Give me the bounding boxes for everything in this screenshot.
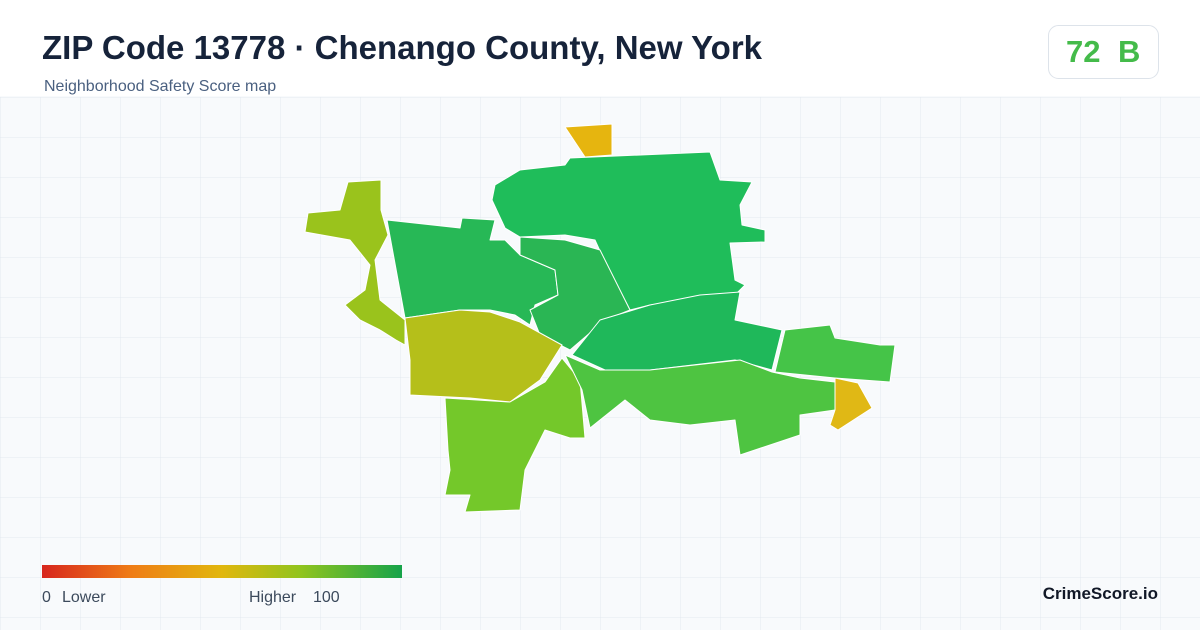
legend-max: 100 [313,589,340,606]
region [564,354,836,456]
legend-gradient [42,565,402,578]
region [829,377,873,431]
score-grade: B [1118,34,1140,69]
region [491,151,766,311]
legend-min-label: Lower [62,589,106,606]
region [444,357,586,513]
legend-min: 0 [42,589,51,606]
map-regions [304,123,896,513]
region [564,123,613,158]
region [571,291,783,371]
region [304,179,406,346]
region [774,324,896,383]
score-value: 72 [1066,34,1100,69]
subtitle: Neighborhood Safety Score map [44,78,276,95]
header-bg [0,0,1200,96]
score-badge [1048,25,1159,79]
legend-max-label: Higher [249,589,297,606]
brand: CrimeScore.io [1043,584,1158,603]
title: ZIP Code 13778 · Chenango County, New Yo… [42,29,763,66]
region [404,309,563,403]
